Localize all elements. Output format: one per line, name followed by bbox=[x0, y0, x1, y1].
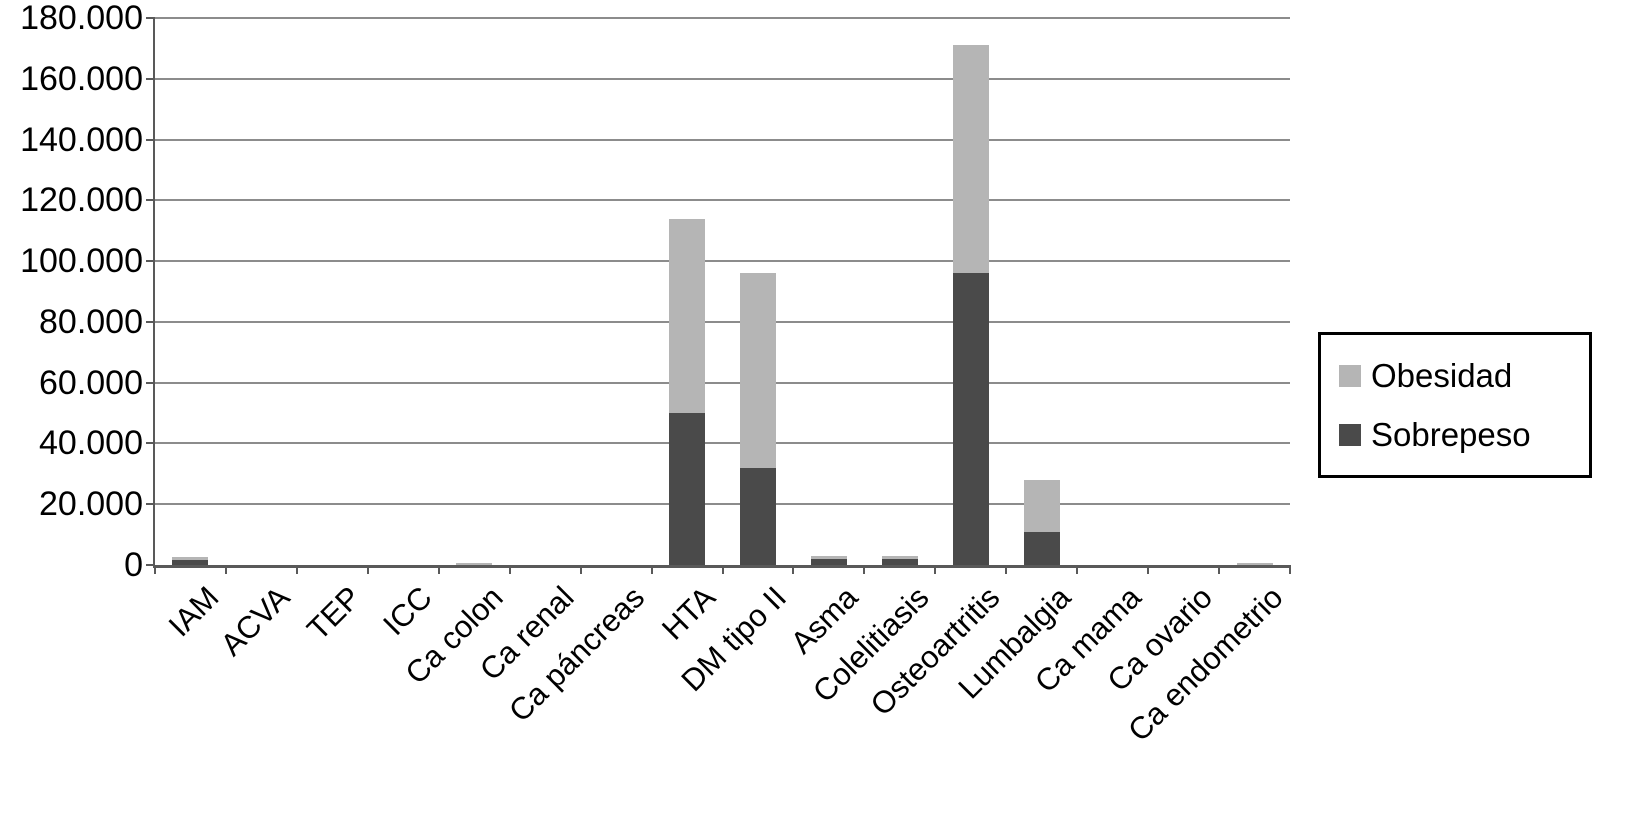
x-axis-tick bbox=[792, 565, 795, 574]
gridline bbox=[155, 138, 1290, 141]
y-axis-tick bbox=[146, 381, 155, 384]
y-axis-label: 80.000 bbox=[39, 302, 143, 341]
gridline bbox=[155, 260, 1290, 263]
legend-swatch-obesidad-icon bbox=[1339, 364, 1361, 387]
bar-segment-obesidad bbox=[1236, 562, 1273, 565]
bar-segment-obesidad bbox=[739, 273, 776, 468]
bar-segment-sobrepeso bbox=[739, 467, 776, 565]
bar-segment-sobrepeso bbox=[881, 558, 918, 565]
gridline bbox=[155, 199, 1290, 202]
bar-segment-sobrepeso bbox=[669, 413, 706, 565]
bar-segment-obesidad bbox=[952, 45, 989, 274]
x-axis-tick bbox=[295, 565, 298, 574]
y-axis-label: 60.000 bbox=[39, 363, 143, 402]
x-axis-tick bbox=[366, 565, 369, 574]
bar-segment-obesidad bbox=[669, 218, 706, 414]
y-axis-tick bbox=[146, 17, 155, 19]
y-axis-label: 100.000 bbox=[20, 242, 143, 281]
bar-segment-obesidad bbox=[1023, 479, 1060, 532]
x-axis-tick bbox=[650, 565, 653, 574]
legend-label-sobrepeso: Sobrepeso bbox=[1371, 416, 1531, 453]
x-axis-label: IAM bbox=[162, 579, 226, 644]
y-axis-tick bbox=[146, 320, 155, 323]
bar-segment-sobrepeso bbox=[1023, 531, 1060, 565]
y-axis-tick bbox=[146, 442, 155, 445]
gridline bbox=[155, 442, 1290, 445]
y-axis-label: 20.000 bbox=[39, 485, 143, 524]
y-axis-tick bbox=[146, 138, 155, 141]
legend: Obesidad Sobrepeso bbox=[1318, 332, 1592, 478]
bar-segment-obesidad bbox=[810, 555, 847, 559]
y-axis-label: 160.000 bbox=[20, 59, 143, 98]
gridline bbox=[155, 381, 1290, 384]
x-axis-tick bbox=[1147, 565, 1150, 574]
legend-item-obesidad: Obesidad bbox=[1339, 359, 1571, 392]
x-axis-label: ACVA bbox=[213, 579, 297, 663]
x-axis-tick bbox=[224, 565, 227, 574]
bar-segment-sobrepeso bbox=[810, 558, 847, 565]
gridline bbox=[155, 17, 1290, 19]
gridline bbox=[155, 77, 1290, 80]
bar-segment-obesidad bbox=[172, 557, 209, 561]
y-axis-tick bbox=[146, 564, 155, 566]
x-axis-tick bbox=[1218, 565, 1221, 574]
legend-item-sobrepeso: Sobrepeso bbox=[1339, 418, 1571, 451]
bar-segment-obesidad bbox=[881, 555, 918, 559]
y-axis-tick bbox=[146, 199, 155, 202]
y-axis bbox=[153, 18, 155, 565]
legend-label-obesidad: Obesidad bbox=[1371, 357, 1513, 394]
y-axis-label: 40.000 bbox=[39, 424, 143, 463]
x-axis-tick bbox=[1076, 565, 1079, 574]
y-axis-tick bbox=[146, 77, 155, 80]
x-axis-label: TEP bbox=[300, 579, 368, 647]
gridline bbox=[155, 320, 1290, 323]
y-axis-tick bbox=[146, 260, 155, 263]
bar-segment-sobrepeso bbox=[952, 273, 989, 565]
x-axis-tick bbox=[934, 565, 937, 574]
y-axis-tick bbox=[146, 503, 155, 506]
x-axis-tick bbox=[579, 565, 582, 574]
gridline bbox=[155, 503, 1290, 506]
y-axis-label: 120.000 bbox=[20, 181, 143, 220]
legend-swatch-sobrepeso-icon bbox=[1339, 423, 1361, 446]
y-axis-label: 0 bbox=[124, 546, 143, 584]
x-axis-tick bbox=[508, 565, 511, 574]
x-axis-tick bbox=[154, 565, 156, 574]
bar-segment-sobrepeso bbox=[172, 560, 209, 565]
bar-segment-obesidad bbox=[456, 562, 493, 565]
x-axis-tick bbox=[1289, 565, 1291, 574]
x-axis-tick bbox=[437, 565, 440, 574]
y-axis-label: 140.000 bbox=[20, 120, 143, 159]
x-axis-label: ICC bbox=[376, 579, 439, 643]
x-axis-tick bbox=[863, 565, 866, 574]
x-axis-tick bbox=[721, 565, 724, 574]
x-axis-tick bbox=[1005, 565, 1008, 574]
y-axis-label: 180.000 bbox=[20, 0, 143, 37]
